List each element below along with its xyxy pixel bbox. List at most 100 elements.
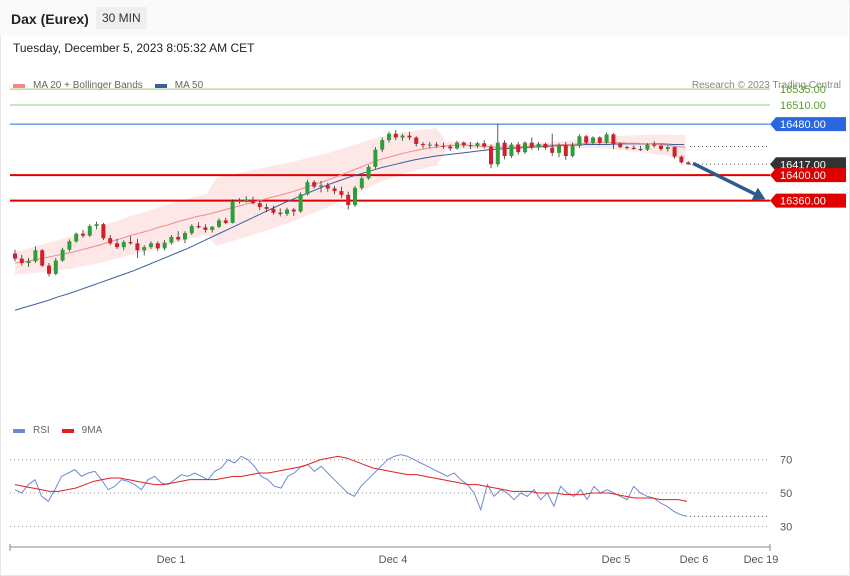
- candle-body: [400, 135, 405, 138]
- x-tick-label: Dec 1: [157, 554, 186, 566]
- candle-body: [536, 143, 541, 148]
- candle-body: [210, 226, 215, 230]
- candle-body: [387, 133, 391, 141]
- legend-label-9ma: 9MA: [81, 425, 103, 436]
- candle-body: [278, 212, 283, 214]
- candle-body: [94, 224, 99, 227]
- rsi-tick-label: 30: [780, 521, 792, 533]
- candle-body: [489, 146, 493, 165]
- candle-body: [264, 206, 269, 209]
- candle-body: [591, 137, 595, 143]
- level-label-box: [770, 193, 846, 208]
- copyright-notice: Research © 2023 Trading Central: [691, 80, 841, 91]
- candle-body: [67, 241, 72, 250]
- candle-body: [305, 182, 310, 195]
- candle-body: [373, 149, 378, 167]
- candle-body: [672, 147, 677, 157]
- candle-body: [149, 243, 153, 248]
- candle-body: [298, 194, 303, 212]
- rsi-tick-label: 50: [780, 488, 792, 500]
- candle-body: [543, 143, 548, 148]
- candle-body: [26, 261, 31, 264]
- rsi-swatch: [13, 428, 25, 433]
- ma50-swatch: [154, 83, 167, 88]
- level-label-box: [770, 168, 846, 183]
- candle-body: [257, 203, 262, 207]
- candles: [13, 124, 691, 277]
- candle-body: [346, 194, 351, 206]
- candle-body: [495, 142, 500, 165]
- candle-body: [53, 260, 58, 274]
- bollinger-band: [15, 128, 686, 275]
- candle-body: [407, 135, 412, 138]
- price-legend: MA 20 + Bollinger Bands MA 50: [13, 80, 215, 91]
- chart-datetime: Tuesday, December 5, 2023 8:05:32 AM CET: [13, 41, 255, 55]
- x-tick-label: Dec 5: [602, 554, 631, 566]
- candle-body: [393, 133, 398, 138]
- candle-body: [482, 143, 487, 147]
- level-label: 16400.00: [780, 170, 826, 182]
- candle-body: [468, 145, 473, 147]
- candle-body: [162, 242, 167, 249]
- candle-body: [223, 220, 228, 223]
- candle-body: [557, 145, 561, 153]
- candle-body: [441, 145, 446, 147]
- candle-body: [679, 156, 684, 163]
- candle-body: [13, 253, 17, 259]
- candle-body: [645, 144, 650, 150]
- candle-body: [455, 142, 459, 149]
- candle-body: [550, 147, 555, 153]
- candle-body: [319, 185, 323, 187]
- candle-body: [353, 187, 357, 206]
- instrument-title: Dax (Eurex): [11, 11, 89, 27]
- candle-body: [325, 185, 330, 189]
- candle-body: [244, 199, 249, 201]
- legend-label-ma50: MA 50: [174, 80, 204, 91]
- candle-body: [60, 249, 65, 261]
- legend-label-rsi: RSI: [33, 425, 50, 436]
- rsi-tick-label: 70: [780, 455, 792, 467]
- candle-body: [291, 209, 296, 212]
- legend-label-ma20: MA 20 + Bollinger Bands: [33, 80, 143, 91]
- candle-body: [618, 143, 623, 148]
- candle-body: [502, 142, 507, 157]
- candle-body: [604, 134, 609, 143]
- candle-body: [108, 238, 113, 244]
- candle-body: [339, 191, 344, 195]
- timeframe-button[interactable]: 30 MIN: [96, 7, 147, 29]
- candle-body: [686, 162, 691, 165]
- candle-body: [47, 265, 51, 274]
- candle-body: [611, 134, 616, 144]
- rsi-legend: RSI 9MA: [13, 425, 114, 436]
- candle-body: [128, 242, 133, 244]
- candle-body: [414, 137, 419, 144]
- candle-body: [33, 250, 38, 262]
- candle-body: [380, 140, 385, 150]
- legend-item-ma50: MA 50: [154, 80, 204, 91]
- candle-body: [461, 142, 466, 146]
- candle-body: [366, 166, 371, 179]
- candle-body: [529, 142, 534, 148]
- candle-body: [665, 147, 670, 150]
- candle-body: [577, 136, 582, 146]
- level-label: 16510.00: [780, 100, 826, 112]
- x-tick-label: Dec 6: [680, 554, 709, 566]
- candle-body: [332, 188, 337, 192]
- candle-body: [523, 142, 527, 153]
- candle-body: [115, 243, 119, 248]
- candle-body: [155, 243, 160, 249]
- candle-body: [40, 250, 45, 266]
- candle-body: [659, 145, 663, 150]
- level-label: 16480.00: [780, 119, 826, 131]
- candle-body: [475, 143, 480, 146]
- candle-body: [434, 144, 439, 146]
- rsi-line: [14, 454, 688, 517]
- candle-body: [427, 144, 432, 146]
- candle-body: [237, 200, 242, 202]
- forecast-arrowhead: [751, 187, 766, 201]
- candle-body: [230, 201, 235, 223]
- candle-body: [652, 144, 657, 146]
- candle-body: [74, 233, 79, 242]
- candle-body: [87, 226, 92, 236]
